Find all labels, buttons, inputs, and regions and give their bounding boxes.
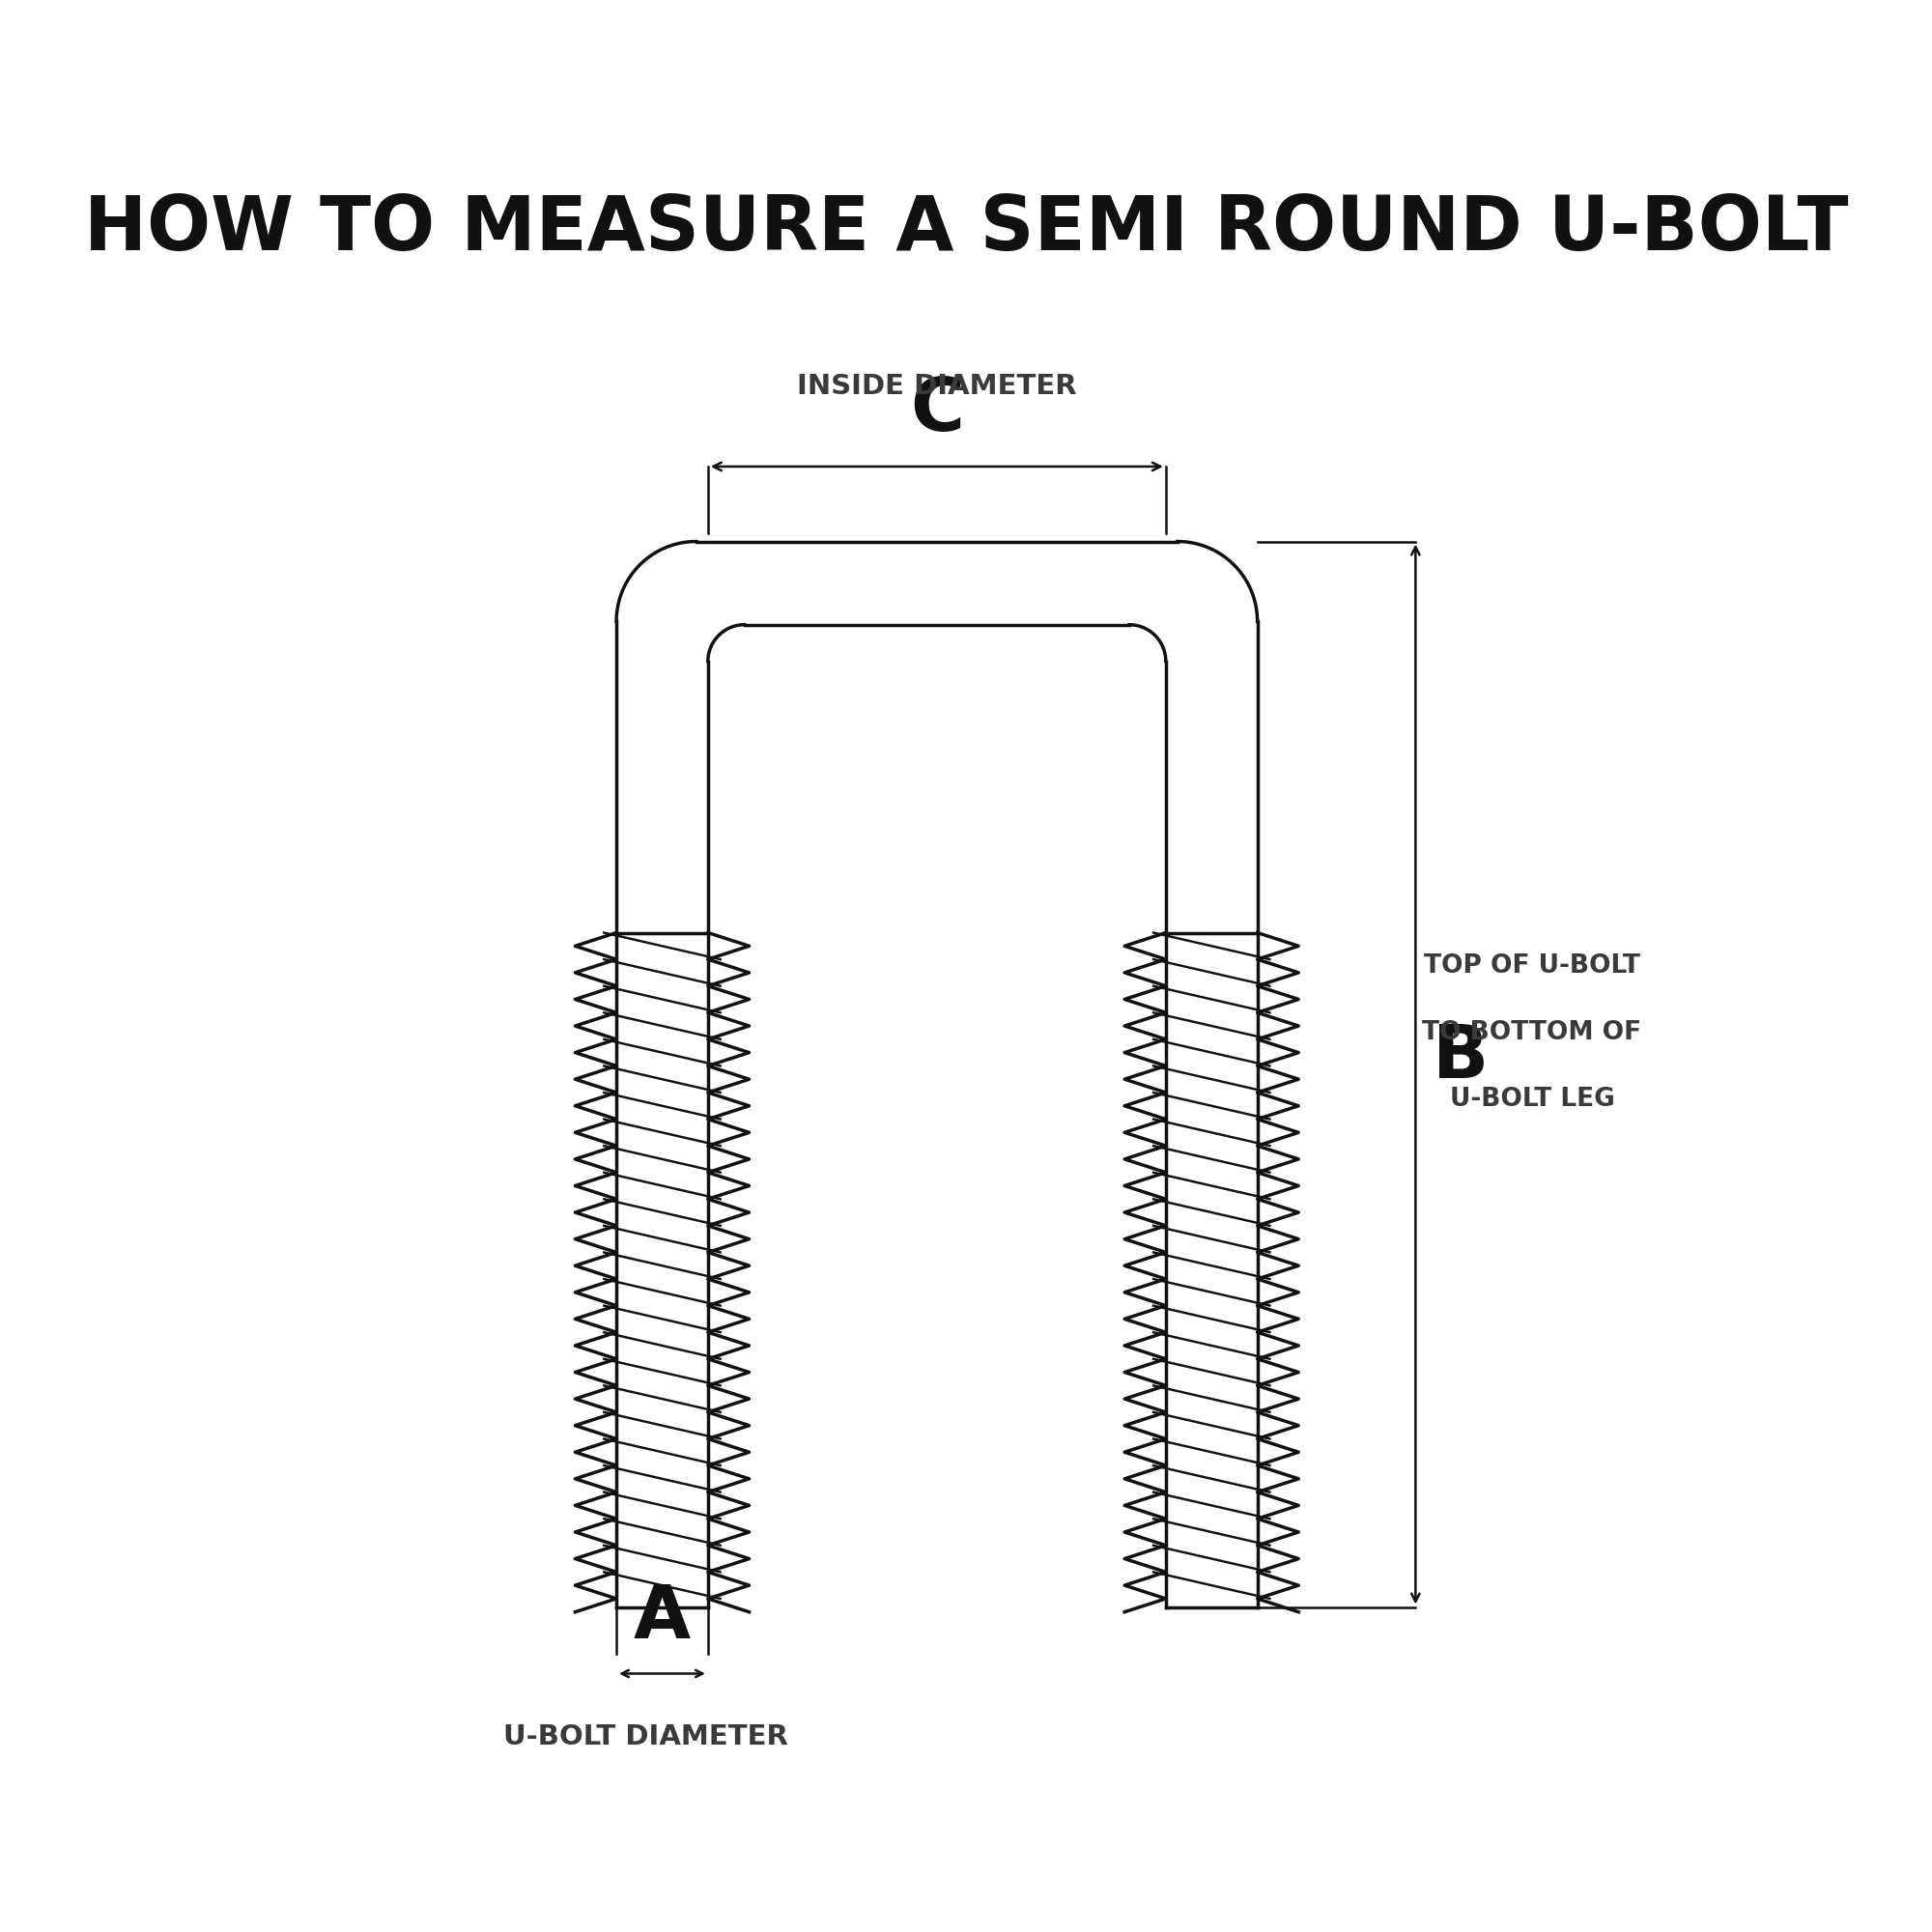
Text: TOP OF U-BOLT: TOP OF U-BOLT (1424, 952, 1640, 978)
Text: TO BOTTOM OF: TO BOTTOM OF (1422, 1020, 1642, 1045)
Text: HOW TO MEASURE A SEMI ROUND U-BOLT: HOW TO MEASURE A SEMI ROUND U-BOLT (83, 191, 1849, 265)
Text: A: A (634, 1582, 692, 1654)
Text: INSIDE DIAMETER: INSIDE DIAMETER (798, 373, 1076, 400)
Text: U-BOLT DIAMETER: U-BOLT DIAMETER (502, 1723, 788, 1750)
Text: U-BOLT LEG: U-BOLT LEG (1449, 1086, 1615, 1111)
Text: C: C (910, 375, 964, 446)
Text: B: B (1432, 1022, 1488, 1094)
